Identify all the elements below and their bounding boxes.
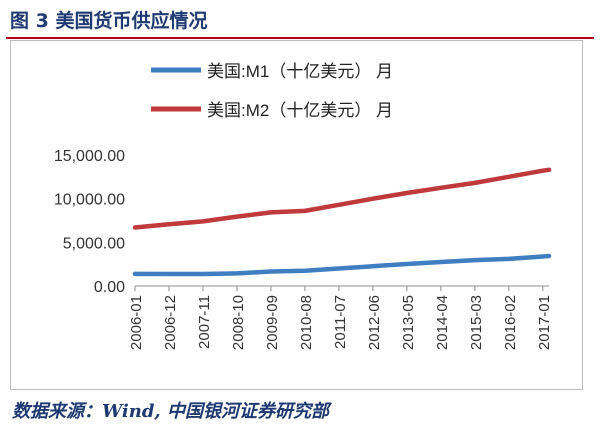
x-tick-label: 2013-05 (400, 295, 417, 350)
figure-title: 图 3 美国货币供应情况 (10, 10, 208, 32)
legend-label-m1: 美国:M1（十亿美元） 月 (207, 62, 393, 81)
x-tick-label: 2016-02 (502, 295, 519, 350)
y-axis-tick-labels: 15,000.00 10,000.00 5,000.00 0.00 (54, 148, 125, 296)
y-tick-label: 5,000.00 (63, 235, 125, 252)
x-axis: 2006-01 2006-12 2007-11 2008-10 2009-09 2010-… (128, 285, 553, 350)
x-tick-label: 2007-11 (196, 295, 213, 349)
series-layer (132, 167, 552, 277)
x-tick-label: 2011-07 (332, 295, 349, 349)
legend-label-m2: 美国:M2（十亿美元） 月 (207, 101, 393, 120)
x-tick-label: 2012-06 (366, 295, 383, 350)
x-tick-label: 2015-03 (468, 295, 485, 350)
series-line-m1 (132, 253, 552, 277)
legend-entry-m2: 美国:M2（十亿美元） 月 (151, 101, 393, 120)
x-tick-label: 2006-01 (128, 295, 145, 350)
x-tick-label: 2009-09 (264, 295, 281, 350)
x-tick-label: 2017-01 (536, 295, 553, 350)
x-tick-label: 2014-04 (434, 295, 451, 350)
title-divider (6, 37, 594, 39)
chart-svg: 美国:M1（十亿美元） 月 美国:M2（十亿美元） 月 15,000.00 10,… (54, 62, 553, 350)
chart-frame: 美国:M1（十亿美元） 月 美国:M2（十亿美元） 月 15,000.00 10,… (10, 40, 583, 390)
legend: 美国:M1（十亿美元） 月 美国:M2（十亿美元） 月 (151, 62, 393, 120)
legend-entry-m1: 美国:M1（十亿美元） 月 (151, 62, 393, 81)
x-tick-label: 2010-08 (298, 295, 315, 350)
x-tick-label: 2008-10 (230, 295, 247, 350)
y-tick-label: 10,000.00 (54, 192, 125, 209)
x-tick-label: 2006-12 (162, 295, 179, 350)
y-tick-label: 15,000.00 (54, 148, 125, 165)
y-tick-label: 0.00 (94, 279, 125, 296)
series-line-m2 (132, 167, 552, 230)
data-source: 数据来源：Wind, 中国银河证券研究部 (12, 401, 329, 422)
